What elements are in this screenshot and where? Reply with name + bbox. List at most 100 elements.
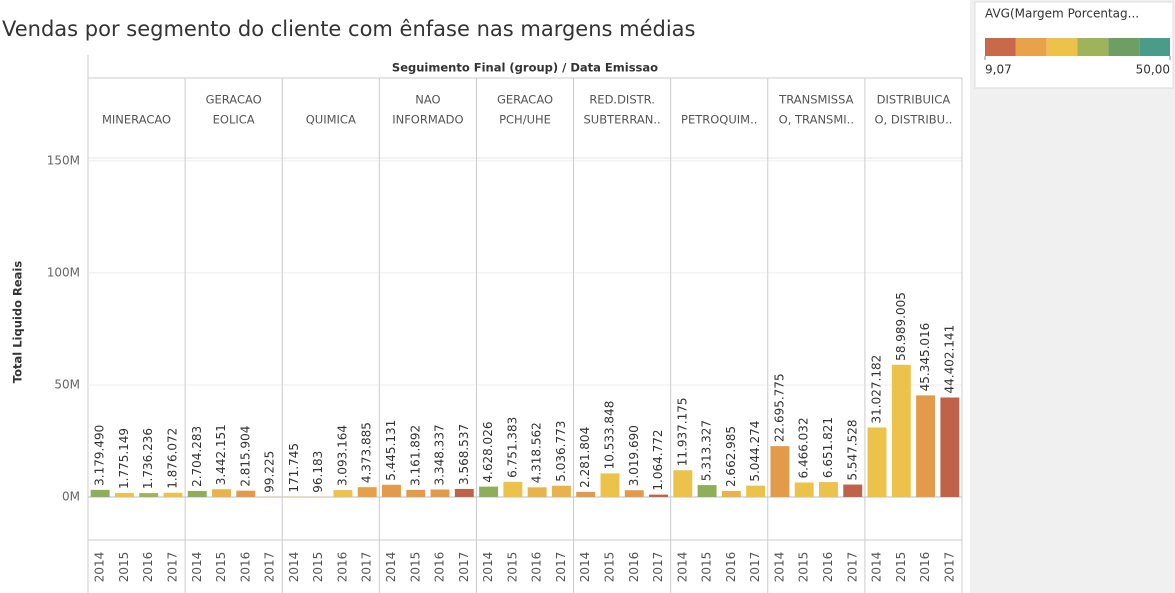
- x-tick-label: 2014: [870, 552, 884, 583]
- x-tick-label: 2017: [942, 552, 956, 583]
- x-tick-label: 2014: [93, 552, 107, 583]
- bar: [503, 481, 523, 497]
- bar: [333, 490, 353, 497]
- bar: [673, 470, 693, 497]
- bar: [382, 484, 401, 497]
- x-tick-label: 2016: [821, 552, 835, 583]
- legend-swatch: [1108, 38, 1140, 56]
- panel-label: PCH/UHE: [499, 113, 551, 127]
- value-label: 4.318.562: [530, 422, 544, 483]
- x-tick-label: 2015: [311, 552, 325, 583]
- x-tick-label: 2017: [554, 552, 568, 583]
- panel-label: DISTRIBUICA: [877, 93, 951, 107]
- x-tick-label: 2016: [238, 552, 252, 583]
- x-tick-label: 2014: [481, 552, 495, 583]
- x-tick-label: 2017: [263, 552, 277, 583]
- value-label: 2.281.804: [578, 427, 592, 488]
- panel-label: INFORMADO: [392, 113, 463, 127]
- bar: [770, 446, 790, 497]
- x-tick-label: 2016: [530, 552, 544, 583]
- legend-swatch: [985, 38, 1016, 56]
- value-label: 3.179.490: [93, 425, 107, 486]
- bar: [139, 493, 159, 497]
- bar: [576, 491, 596, 497]
- panel-label: TRANSMISSA: [778, 93, 853, 107]
- x-tick-label: 2017: [651, 552, 665, 583]
- bar: [357, 487, 377, 497]
- value-label: 31.027.182: [870, 355, 884, 424]
- value-label: 5.313.327: [700, 420, 714, 481]
- value-label: 2.704.283: [190, 426, 204, 487]
- value-label: 1.775.149: [117, 428, 131, 489]
- value-label: 5.044.274: [748, 421, 762, 482]
- x-tick-label: 2016: [724, 552, 738, 583]
- bar: [697, 485, 717, 497]
- chart-title: Vendas por segmento do cliente com ênfas…: [2, 17, 696, 41]
- bar: [187, 490, 207, 497]
- y-axis-label: Total Liquido Reais: [11, 261, 25, 384]
- value-label: 22.695.775: [772, 373, 786, 442]
- x-tick-label: 2015: [700, 552, 714, 583]
- value-label: 3.442.151: [214, 424, 228, 485]
- x-tick-label: 2017: [165, 552, 179, 583]
- legend-title: AVG(Margem Porcentag...: [985, 7, 1139, 21]
- panel-label: QUIMICA: [306, 113, 356, 127]
- bar: [430, 489, 450, 497]
- value-label: 3.019.690: [627, 425, 641, 486]
- x-tick-label: 2016: [335, 552, 349, 583]
- value-label: 1.064.772: [651, 430, 665, 491]
- x-tick-label: 2017: [845, 552, 859, 583]
- value-label: 6.751.383: [505, 417, 519, 478]
- value-label: 3.161.892: [408, 425, 422, 486]
- value-label: 2.815.904: [238, 426, 252, 487]
- panel-label: PETROQUIM..: [681, 113, 757, 127]
- x-tick-label: 2017: [360, 552, 374, 583]
- legend-max-label: 50,00: [1136, 63, 1170, 77]
- x-tick-label: 2015: [408, 552, 422, 583]
- x-tick-label: 2016: [627, 552, 641, 583]
- x-tick-label: 2015: [117, 552, 131, 583]
- bar: [746, 485, 766, 497]
- bar: [454, 488, 474, 497]
- bar: [212, 489, 231, 497]
- bar: [163, 492, 183, 497]
- x-tick-label: 2015: [505, 552, 519, 583]
- bar: [600, 473, 620, 497]
- y-tick-label: 100M: [47, 265, 80, 279]
- value-label: 58.989.005: [894, 292, 908, 361]
- x-tick-label: 2016: [141, 552, 155, 583]
- panel-label: NAO: [415, 93, 440, 107]
- bar: [90, 489, 110, 497]
- value-label: 4.628.026: [481, 422, 495, 483]
- x-tick-label: 2014: [287, 552, 301, 583]
- panel-label: MINERACAO: [102, 113, 171, 127]
- bar: [551, 485, 571, 497]
- panel-label: O, TRANSMI..: [779, 113, 854, 127]
- x-tick-label: 2017: [457, 552, 471, 583]
- panel-label: GERACAO: [497, 93, 553, 107]
- value-label: 5.036.773: [554, 421, 568, 482]
- x-tick-label: 2016: [918, 552, 932, 583]
- x-tick-label: 2017: [748, 552, 762, 583]
- bar: [794, 482, 814, 497]
- y-tick-label: 150M: [47, 153, 80, 167]
- x-tick-label: 2014: [384, 552, 398, 583]
- x-tick-label: 2014: [772, 552, 786, 583]
- panel-label: SUBTERRAN..: [584, 113, 661, 127]
- y-tick-label: 50M: [54, 377, 80, 391]
- x-tick-label: 2015: [602, 552, 616, 583]
- bar: [624, 490, 644, 497]
- value-label: 2.662.985: [724, 426, 738, 487]
- bar: [527, 487, 547, 497]
- value-label: 3.348.337: [433, 424, 447, 485]
- value-label: 5.445.131: [384, 420, 398, 481]
- value-label: 6.466.032: [797, 417, 811, 478]
- header: Seguimento Final (group) / Data Emissao: [392, 61, 658, 75]
- value-label: 4.373.885: [360, 422, 374, 483]
- value-label: 1.876.072: [165, 428, 179, 489]
- legend-swatch: [1077, 38, 1109, 56]
- legend-min-label: 9,07: [985, 63, 1012, 77]
- bar: [479, 486, 499, 497]
- x-tick-label: 2015: [797, 552, 811, 583]
